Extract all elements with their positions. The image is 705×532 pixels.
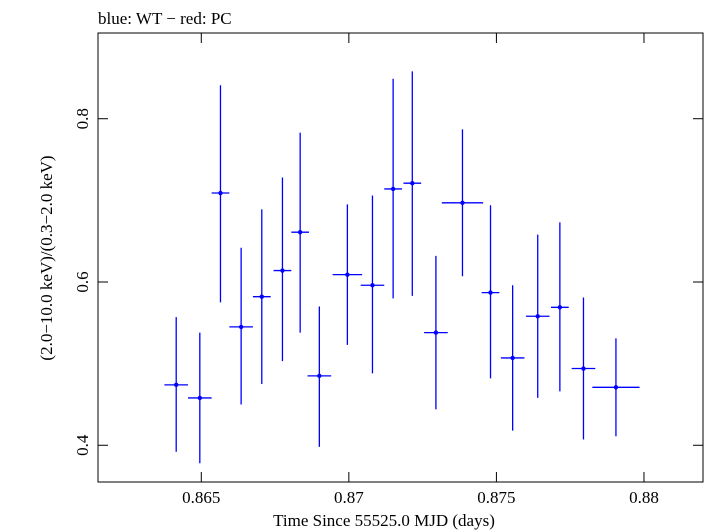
y-axis-label: (2.0−10.0 keV)/(0.3−2.0 keV) [37, 155, 56, 360]
y-tick-label: 0.4 [73, 434, 92, 456]
data-point-group [500, 285, 525, 431]
data-point-group [360, 195, 385, 374]
data-point [280, 268, 285, 273]
y-tick-label: 0.6 [73, 271, 92, 292]
data-point [410, 181, 415, 186]
data-point-group [424, 255, 448, 410]
x-tick-label: 0.865 [182, 488, 220, 507]
data-point [510, 355, 515, 361]
data-point-group [211, 85, 230, 303]
data-point-group [525, 234, 550, 398]
data-point [535, 314, 540, 319]
data-point [613, 385, 619, 390]
data-point [259, 294, 264, 299]
data-point-group [551, 222, 569, 392]
data-point [488, 290, 493, 295]
x-axis-ticks: 0.865 0.87 0.875 0.88 [182, 33, 659, 507]
x-tick-label: 0.87 [334, 488, 364, 507]
data-point-group [441, 129, 484, 277]
plot-frame-group [97, 32, 704, 483]
data-point [460, 200, 465, 206]
chart-title: blue: WT − red: PC [98, 9, 232, 28]
data-point [557, 305, 563, 310]
y-tick-label: 0.8 [73, 108, 92, 129]
data-point-group [164, 317, 189, 452]
x-tick-label: 0.88 [629, 488, 659, 507]
x-axis-label: Time Since 55525.0 MJD (days) [273, 511, 495, 530]
data-point-group [592, 338, 640, 437]
plot-frame [97, 32, 704, 483]
data-point-group [384, 78, 402, 299]
x-tick-label: 0.875 [477, 488, 515, 507]
data-point [581, 366, 586, 371]
data-point [297, 229, 303, 235]
data-point [238, 324, 244, 330]
y-axis-ticks: 0.4 0.6 0.8 [73, 108, 703, 456]
data-point [345, 272, 350, 277]
data-point-group [188, 332, 212, 464]
data-series-group [164, 71, 640, 464]
data-point-group [273, 177, 292, 362]
data-point-group [291, 132, 310, 333]
data-point [317, 373, 322, 379]
data-point-group [229, 247, 253, 405]
data-point [197, 395, 203, 401]
data-point [433, 330, 439, 335]
data-point [174, 382, 179, 388]
data-point [370, 283, 375, 288]
data-point-group [307, 306, 332, 447]
data-point-group [332, 204, 363, 345]
data-point-group [252, 209, 271, 385]
data-point [218, 190, 223, 196]
data-point [390, 186, 396, 192]
data-point-group [571, 297, 596, 440]
data-point-group [481, 205, 500, 379]
data-point-group [403, 71, 422, 296]
